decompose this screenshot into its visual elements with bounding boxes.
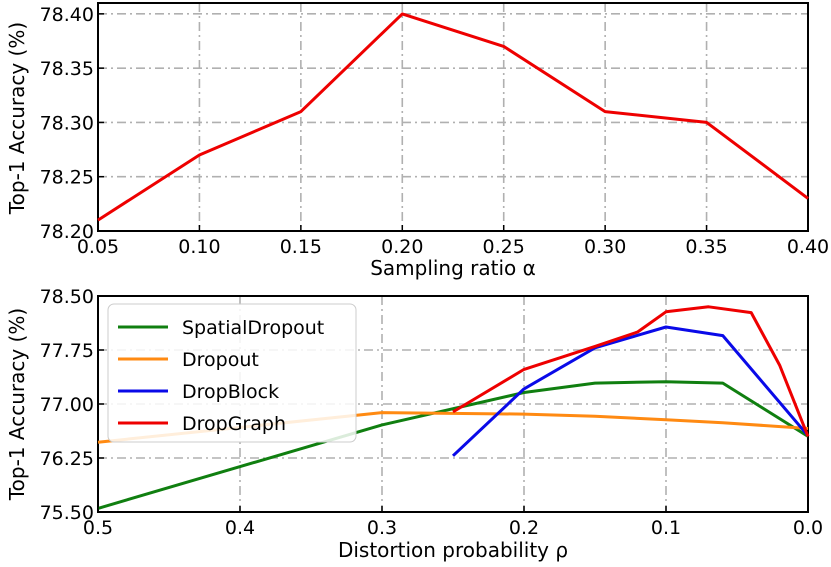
- legend-label-dropblock: DropBlock: [182, 381, 279, 403]
- bot-y-tick-label: 77.75: [40, 340, 94, 362]
- bottom-x-axis-label: Distortion probability ρ: [338, 538, 568, 562]
- series-line-dropout: [97, 411, 809, 444]
- top-y-ticks: 78.20 78.25 78.30 78.35 78.40: [40, 4, 104, 243]
- top-y-tick-label: 78.25: [40, 167, 94, 189]
- bot-x-tick-label: 0.2: [509, 517, 539, 539]
- top-x-tick-label: 0.25: [483, 236, 525, 258]
- top-x-tick-label: 0.10: [178, 236, 220, 258]
- bot-x-tick-label: 0.1: [651, 517, 681, 539]
- top-y-tick-label: 78.30: [40, 112, 94, 134]
- top-y-axis-label: Top-1 Accuracy (%): [5, 22, 29, 215]
- legend-label-dropgraph: DropGraph: [182, 413, 286, 435]
- top-y-tick-label: 78.20: [40, 221, 94, 243]
- top-gridlines: [97, 3, 809, 232]
- series-line-sampling-ratio-curve: [97, 12, 809, 222]
- top-y-tick-label: 78.35: [40, 58, 94, 80]
- top-x-tick-label: 0.15: [280, 236, 322, 258]
- bot-x-tick-label: 0.5: [83, 517, 113, 539]
- bot-x-tick-label: 0.0: [793, 517, 823, 539]
- bot-y-tick-label: 76.25: [40, 448, 94, 470]
- top-x-tick-label: 0.40: [787, 236, 829, 258]
- legend: SpatialDropout Dropout DropBlock DropGraph: [107, 303, 357, 443]
- bottom-chart: SpatialDropoutDropoutDropBlockDropGraph …: [5, 286, 823, 562]
- series-line-dropgraph: [452, 305, 810, 437]
- bot-y-tick-label: 75.50: [40, 502, 94, 524]
- series-line-dropblock: [451, 325, 810, 457]
- top-x-tick-label: 0.30: [584, 236, 626, 258]
- series-line-spatialdropout: [97, 380, 809, 510]
- bot-y-tick-label: 78.50: [40, 286, 94, 308]
- top-x-tick-label: 0.35: [685, 236, 727, 258]
- bottom-series-group: [97, 305, 810, 510]
- bottom-y-ticks: 75.50 76.25 77.00 77.75 78.50: [40, 286, 104, 524]
- top-x-tick-label: 0.05: [77, 236, 119, 258]
- bottom-x-ticks: 0.5 0.4 0.3 0.2 0.1 0.0: [83, 506, 823, 539]
- bottom-y-axis-label: Top-1 Accuracy (%): [5, 308, 29, 501]
- bot-y-tick-label: 77.00: [40, 394, 94, 416]
- top-y-tick-label: 78.40: [40, 4, 94, 26]
- legend-label-spatialdropout: SpatialDropout: [182, 317, 324, 339]
- legend-label-dropout: Dropout: [182, 349, 259, 371]
- bot-x-tick-label: 0.3: [367, 517, 397, 539]
- top-x-tick-label: 0.20: [381, 236, 423, 258]
- top-x-ticks: 0.05 0.10 0.15 0.20 0.25 0.30 0.35 0.40: [77, 225, 829, 258]
- top-plot-frame: [97, 2, 809, 232]
- bot-x-tick-label: 0.4: [225, 517, 255, 539]
- legend-box: [107, 303, 357, 443]
- top-chart: 0.05 0.10 0.15 0.20 0.25 0.30 0.35 0.40 78.2078…: [5, 2, 829, 280]
- top-x-axis-label: Sampling ratio α: [370, 256, 536, 280]
- top-series-group: [97, 12, 809, 222]
